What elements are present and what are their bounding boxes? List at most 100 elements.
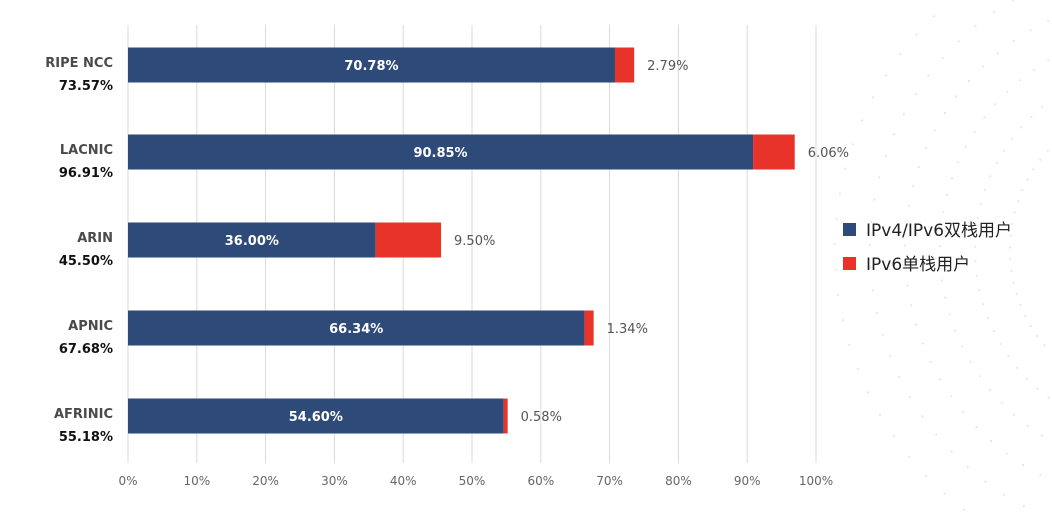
decor-dot	[974, 231, 978, 234]
decor-dot	[986, 316, 990, 319]
category-name: RIPE NCC	[45, 56, 113, 71]
decor-dot	[933, 15, 936, 18]
decor-dot	[1039, 474, 1042, 477]
decor-dot	[1039, 158, 1042, 161]
decor-dot	[982, 303, 985, 306]
decor-dot	[1025, 377, 1028, 380]
x-tick-label: 0%	[118, 474, 137, 488]
decor-dot	[975, 274, 978, 277]
decor-dot	[1017, 200, 1020, 203]
x-tick-label: 70%	[596, 474, 623, 488]
decor-dot	[878, 176, 881, 179]
decor-dot	[914, 93, 917, 96]
decor-dot	[1002, 149, 1006, 152]
decor-dot	[1024, 314, 1027, 317]
decor-dot	[974, 260, 977, 263]
decor-dot	[995, 162, 998, 165]
bar-dual-stack	[128, 398, 504, 434]
decor-dot	[939, 262, 942, 265]
bar-labels: 70.78% 2.79% 90.85% 6.06% 36.00% 9.50% 66.34% 1…	[225, 59, 849, 425]
category-total: 96.91%	[59, 166, 113, 181]
decor-dot	[967, 79, 971, 83]
decor-dot	[868, 243, 872, 246]
category-name: APNIC	[68, 319, 113, 334]
legend-label: IPv4/IPv6双栈用户	[866, 221, 1012, 241]
bar-label-dual-stack: 90.85%	[413, 146, 467, 161]
decor-dot	[1019, 79, 1022, 82]
decor-dot	[884, 74, 888, 77]
decor-dot	[989, 175, 992, 178]
category-total: 73.57%	[59, 79, 113, 94]
decor-dot	[881, 333, 884, 336]
decor-dot	[950, 177, 954, 180]
decor-dot	[860, 119, 864, 122]
decor-dot	[1029, 325, 1032, 328]
decor-dot	[878, 413, 882, 416]
category-name: LACNIC	[60, 143, 113, 158]
decor-dot	[912, 185, 915, 188]
bar-ipv6-only	[584, 310, 594, 346]
bar-label-dual-stack: 70.78%	[344, 59, 398, 74]
bar-label-ipv6-only: 2.79%	[647, 59, 688, 74]
decor-dot	[979, 202, 983, 205]
decor-dot	[944, 296, 947, 299]
decor-dot	[957, 161, 960, 164]
legend-label: IPv6单栈用户	[866, 255, 970, 275]
category-total: 45.50%	[59, 254, 113, 269]
decor-dot	[1013, 211, 1016, 214]
bars	[128, 47, 795, 434]
decor-dot	[989, 439, 993, 443]
decor-dot	[1007, 355, 1010, 358]
decor-dot	[962, 411, 965, 414]
decor-dot	[869, 266, 872, 269]
decor-dot	[1006, 90, 1009, 93]
decor-dot	[1013, 413, 1016, 416]
decor-dot	[1047, 59, 1050, 62]
decor-dot	[871, 96, 875, 99]
decor-dot	[1010, 269, 1013, 272]
decor-dot	[1026, 424, 1029, 427]
decor-dot	[939, 378, 942, 381]
decor-dot	[915, 33, 918, 36]
decor-dot	[904, 264, 907, 267]
decor-dot	[1032, 168, 1035, 171]
decor-dot	[841, 319, 844, 322]
bar-label-ipv6-only: 6.06%	[808, 146, 849, 161]
bar-label-ipv6-only: 9.50%	[454, 234, 495, 249]
decor-dot	[943, 111, 947, 115]
decor-dot	[902, 112, 906, 115]
decor-dot	[925, 147, 928, 150]
decor-dot	[992, 11, 995, 14]
x-tick-label: 60%	[527, 474, 554, 488]
category-total: 67.68%	[59, 342, 113, 357]
bar-dual-stack	[128, 310, 585, 346]
bar-dual-stack	[128, 47, 615, 83]
category-name: ARIN	[77, 231, 113, 246]
bar-dual-stack	[128, 222, 376, 258]
decor-dot	[1012, 40, 1015, 43]
legend-swatch	[843, 223, 856, 236]
decor-dot	[1009, 258, 1012, 261]
decor-dot	[974, 25, 977, 28]
bar-ipv6-only	[503, 398, 508, 434]
decor-dot	[1021, 464, 1025, 467]
decor-dot	[1011, 222, 1014, 226]
decor-dot	[837, 294, 840, 297]
decor-dot	[999, 342, 1002, 345]
decor-dot	[1009, 234, 1012, 237]
bar-label-ipv6-only: 0.58%	[521, 410, 562, 425]
decor-dot	[978, 375, 981, 378]
x-tick-label: 90%	[734, 474, 761, 488]
decor-dot	[925, 474, 928, 477]
decor-dot	[1026, 178, 1029, 181]
bar-label-ipv6-only: 1.34%	[607, 322, 648, 337]
decor-dot	[1036, 387, 1039, 390]
decor-dot	[1020, 126, 1023, 129]
decor-dot	[975, 426, 978, 429]
decor-dot	[866, 391, 870, 394]
decor-dot	[941, 56, 944, 59]
decor-dot	[983, 116, 986, 119]
bar-dual-stack	[128, 134, 754, 170]
decor-dot	[906, 284, 909, 287]
decor-dot	[834, 268, 837, 271]
